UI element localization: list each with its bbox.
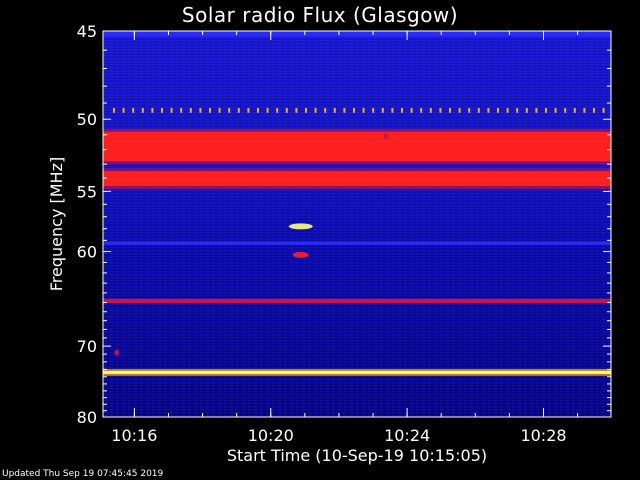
- y-axis-label: Frequency [MHz]: [47, 157, 66, 291]
- x-tick-label-0: 10:16: [111, 426, 157, 445]
- band-0: [103, 31, 611, 37]
- x-tick-label-3: 10:28: [520, 426, 566, 445]
- band-2: [103, 131, 611, 162]
- burst-0: [288, 223, 313, 230]
- x-tick-label-1: 10:20: [248, 426, 294, 445]
- x-axis-label: Start Time (10-Sep-19 10:15:05): [227, 446, 487, 465]
- plot-noise: [103, 31, 611, 417]
- burst-2: [383, 133, 389, 140]
- y-tick-label-0: 45: [77, 22, 97, 41]
- y-tick-label-5: 80: [77, 408, 97, 427]
- band-dashed-1: [113, 107, 605, 113]
- x-tick-label-2: 10:24: [384, 426, 430, 445]
- band-5: [103, 298, 611, 304]
- burst-1: [292, 251, 309, 258]
- burst-3: [114, 349, 120, 356]
- y-tick-label-4: 70: [77, 337, 97, 356]
- chart-title: Solar radio Flux (Glasgow): [181, 3, 459, 27]
- band-4: [103, 241, 611, 245]
- band-3: [103, 171, 611, 187]
- y-tick-label-2: 55: [77, 182, 97, 201]
- plot-frame: [102, 30, 612, 418]
- y-tick-label-3: 60: [77, 243, 97, 262]
- band-core-6: [103, 370, 611, 374]
- updated-timestamp: Updated Thu Sep 19 07:45:45 2019: [2, 469, 164, 479]
- y-tick-label-1: 50: [77, 110, 97, 129]
